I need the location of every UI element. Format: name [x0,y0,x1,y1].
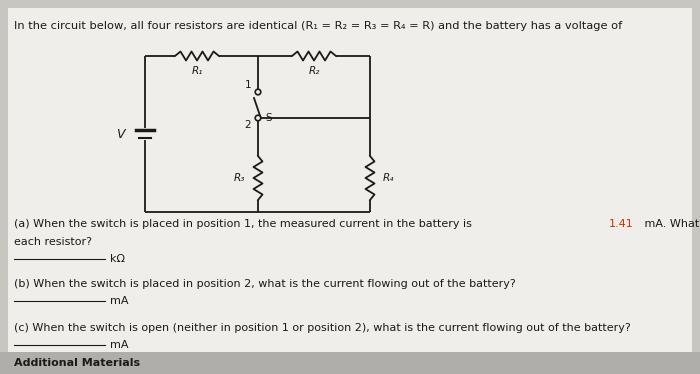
Text: R₄: R₄ [383,173,394,183]
Circle shape [256,115,261,121]
Text: R₁: R₁ [191,66,203,76]
Text: 2: 2 [244,120,251,130]
Text: R₂: R₂ [308,66,320,76]
Text: (a) When the switch is placed in position 1, the measured current in the battery: (a) When the switch is placed in positio… [14,219,475,229]
Circle shape [256,89,261,95]
Text: (b) When the switch is placed in position 2, what is the current flowing out of : (b) When the switch is placed in positio… [14,279,516,289]
Bar [0,352,700,374]
Text: S: S [265,113,272,123]
Text: Additional Materials: Additional Materials [14,358,140,368]
Text: 1: 1 [244,80,251,90]
Text: kΩ: kΩ [110,254,125,264]
Text: In the circuit below, all four resistors are identical (R₁ = R₂ = R₃ = R₄ = R) a: In the circuit below, all four resistors… [14,21,626,31]
Text: mA: mA [110,340,129,350]
Text: mA. What is the value of: mA. What is the value of [641,219,700,229]
Text: 1.41: 1.41 [609,219,634,229]
Text: each resistor?: each resistor? [14,237,92,247]
Text: mA: mA [110,296,129,306]
Text: R₃: R₃ [234,173,245,183]
Text: (c) When the switch is open (neither in position 1 or position 2), what is the c: (c) When the switch is open (neither in … [14,323,631,333]
Text: V: V [116,128,125,141]
